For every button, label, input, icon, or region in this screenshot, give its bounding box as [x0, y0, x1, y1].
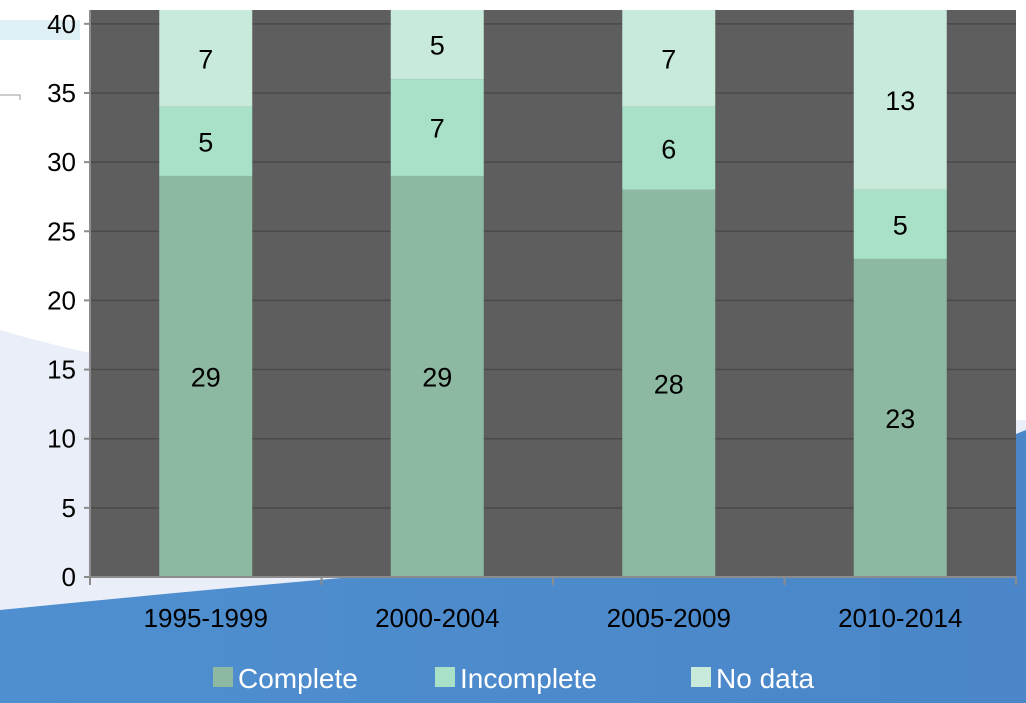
legend: Complete Incomplete No data: [213, 663, 814, 694]
bar-no-data-2000-2004: [390, 10, 484, 80]
x-tick-label-2010-2014: 2010-2014: [838, 603, 962, 633]
y-tick-label-35: 35: [47, 78, 76, 108]
y-tick-label-20: 20: [47, 285, 76, 315]
data-label-no-data-2010-2014: 13: [885, 86, 915, 116]
y-tick-label-5: 5: [62, 493, 76, 523]
y-tick-label-0: 0: [62, 562, 76, 592]
bar-no-data-1995-1999: [159, 10, 253, 107]
data-label-complete-1995-1999: 29: [191, 362, 221, 392]
x-tick-label-2005-2009: 2005-2009: [607, 603, 731, 633]
data-label-incomplete-1995-1999: 5: [198, 127, 213, 157]
bar-no-data-2005-2009: [622, 10, 716, 107]
y-tick-label-25: 25: [47, 216, 76, 246]
bar-incomplete-2010-2014: [853, 189, 947, 259]
x-tick-label-1995-1999: 1995-1999: [144, 603, 268, 633]
bar-complete-2010-2014: [853, 258, 947, 577]
y-tick-label-15: 15: [47, 355, 76, 385]
y-tick-label-40: 40: [47, 9, 76, 39]
data-label-no-data-2000-2004: 5: [430, 31, 445, 61]
y-tick-label-10: 10: [47, 424, 76, 454]
bar-complete-2000-2004: [390, 175, 484, 577]
data-label-incomplete-2005-2009: 6: [661, 134, 676, 164]
legend-label-complete: Complete: [238, 663, 358, 694]
x-tick-label-2000-2004: 2000-2004: [375, 603, 499, 633]
x-axis-ticks: 1995-1999 2000-2004 2005-2009 2010-2014: [89, 577, 1017, 633]
data-label-no-data-2005-2009: 7: [661, 44, 676, 74]
bar-complete-2005-2009: [622, 189, 716, 577]
bar-incomplete-1995-1999: [159, 106, 253, 176]
data-labels: 29 5 7 29 7 5 28 6 7 23 5 13: [191, 31, 916, 434]
bar-no-data-2010-2014: [853, 10, 947, 190]
bar-incomplete-2005-2009: [622, 106, 716, 190]
data-label-incomplete-2000-2004: 7: [430, 114, 445, 144]
bars: [159, 10, 947, 577]
bar-complete-1995-1999: [159, 175, 253, 577]
legend-label-incomplete: Incomplete: [460, 663, 597, 694]
legend-label-no-data: No data: [716, 663, 814, 694]
data-label-incomplete-2010-2014: 5: [893, 210, 908, 240]
legend-swatch-no-data: [691, 667, 711, 687]
y-tick-label-30: 30: [47, 147, 76, 177]
data-label-complete-2010-2014: 23: [885, 404, 915, 434]
bar-incomplete-2000-2004: [390, 79, 484, 176]
data-label-no-data-1995-1999: 7: [198, 44, 213, 74]
data-label-complete-2000-2004: 29: [422, 362, 452, 392]
y-axis-ticks: 0 5 10 15 20 25 30 35 40: [47, 9, 90, 592]
legend-swatch-incomplete: [435, 667, 455, 687]
legend-swatch-complete: [213, 667, 233, 687]
data-label-complete-2005-2009: 28: [654, 369, 684, 399]
